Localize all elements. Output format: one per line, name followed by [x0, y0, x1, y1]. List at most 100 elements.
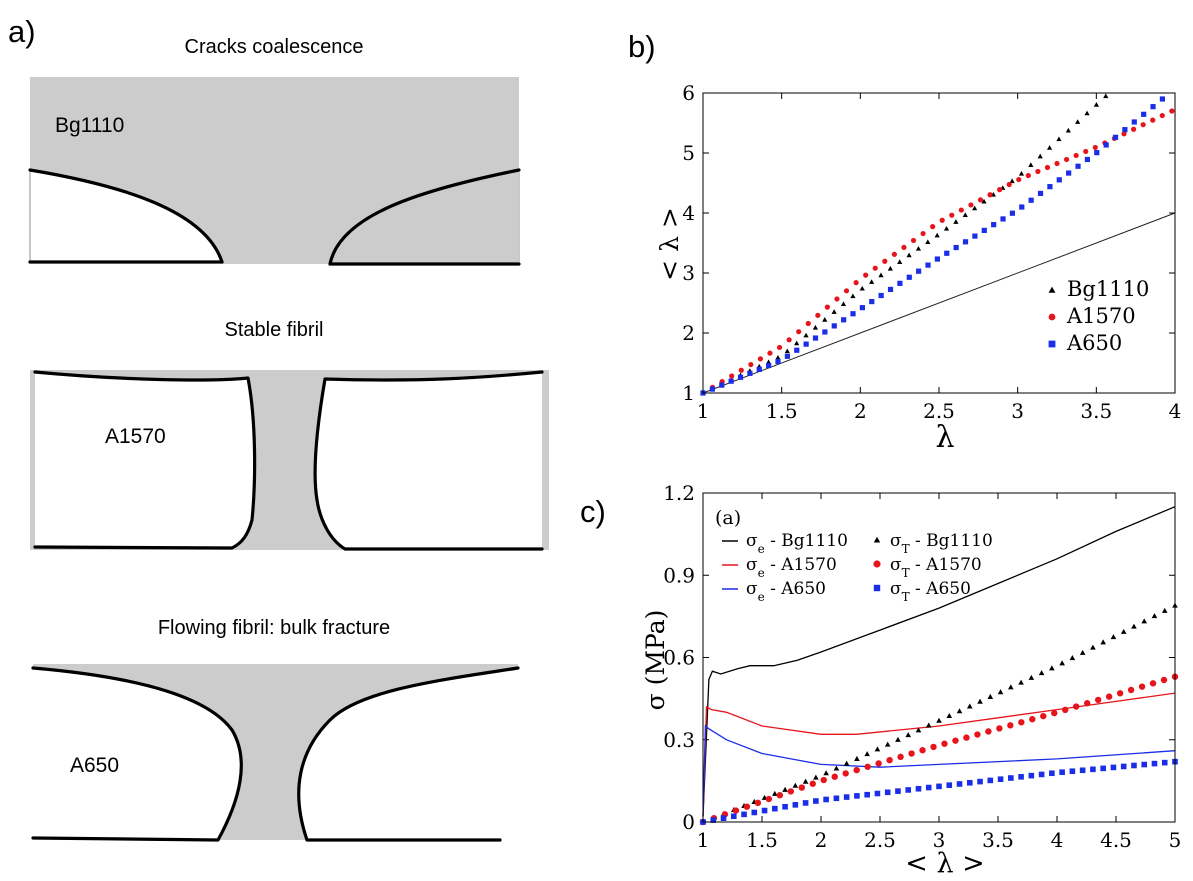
legend-label-e-bg1110: σe - Bg1110 [746, 531, 848, 556]
data-point-a1570 [908, 750, 915, 757]
data-point-a1570 [919, 747, 926, 754]
cavity-left-outline-a650 [31, 666, 243, 842]
data-point-a1570 [776, 344, 783, 351]
data-point-bg1110 [1049, 665, 1055, 671]
chart-c-x-tick-labels: 1 1.5 2 2.5 3 3.5 4 4.5 5 [697, 828, 1182, 852]
data-point-a650 [794, 347, 800, 353]
chart-c-y-tick-labels: 0 0.3 0.6 0.9 1.2 [663, 481, 695, 834]
data-point-bg1110 [802, 778, 809, 784]
data-point-a650 [864, 791, 870, 798]
data-point-a1570 [1073, 703, 1080, 710]
panel-b-label: b) [628, 29, 656, 64]
data-point-a650 [741, 811, 747, 818]
data-point-a1570 [1130, 126, 1137, 132]
data-point-bg1110 [874, 746, 881, 752]
data-point-a1570 [1116, 690, 1124, 697]
data-point-a1570 [834, 296, 840, 302]
data-point-a650 [1066, 170, 1072, 176]
data-point-a1570 [831, 773, 838, 780]
data-point-a1570 [985, 728, 992, 735]
data-point-bg1110 [1120, 628, 1127, 634]
diagram-sample-bg1110: Bg1110 [55, 114, 124, 137]
data-point-bg1110 [1018, 170, 1025, 176]
data-point-bg1110 [794, 340, 800, 346]
panel-b: b) 1 1.5 2 2.5 3 3.5 4 1 2 3 4 5 6 λ < λ > Bg1110 A1… [628, 29, 1181, 455]
data-point-bg1110 [936, 717, 942, 723]
data-point-bg1110 [953, 219, 959, 224]
data-point-a650 [1100, 765, 1106, 772]
data-point-a650 [1094, 150, 1100, 156]
chart-b: 1 1.5 2 2.5 3 3.5 4 1 2 3 4 5 6 λ < λ > Bg1110 A1570… [655, 81, 1181, 455]
data-point-a650 [1028, 772, 1035, 779]
data-point-a650 [897, 280, 903, 286]
diagram-neck-bg1110 [30, 168, 519, 264]
data-point-a1570 [1127, 686, 1135, 694]
data-point-a1570 [754, 799, 762, 807]
chart-c-ylabel: σ (MPa) [641, 610, 670, 711]
data-point-a650 [728, 378, 734, 384]
data-point-a1570 [864, 763, 871, 770]
legend-label-e-a650: σe - A650 [746, 579, 826, 604]
data-point-bg1110 [1038, 670, 1045, 676]
data-point-a1570 [815, 312, 821, 318]
cavity-left-a1570 [35, 372, 255, 548]
chart-c-xlabel: < λ > [905, 848, 985, 879]
cavity-right-a1570 [315, 372, 542, 549]
data-point-bg1110 [1103, 93, 1109, 99]
data-point-a650 [915, 785, 922, 792]
data-point-a1570 [997, 187, 1003, 193]
data-point-a1570 [1092, 144, 1098, 151]
legend-marker-a650 [873, 584, 881, 592]
data-point-bg1110 [1009, 178, 1015, 184]
x-tick-label: 4 [1051, 828, 1064, 852]
data-point-a650 [925, 262, 931, 268]
data-point-bg1110 [997, 689, 1004, 695]
diagram-title-a1570: Stable fibril [225, 319, 324, 341]
data-point-a1570 [1160, 676, 1168, 684]
data-point-a650 [1008, 775, 1014, 781]
data-point-a650 [1120, 763, 1127, 770]
data-point-bg1110 [1028, 674, 1035, 680]
y-tick-label: 5 [682, 141, 695, 165]
data-point-a650 [823, 796, 829, 803]
data-point-a650 [813, 798, 819, 804]
data-point-a650 [1090, 766, 1096, 773]
data-point-a650 [1110, 764, 1117, 771]
data-point-a1570 [767, 350, 773, 356]
data-point-bg1110 [1018, 679, 1024, 685]
data-point-a1570 [1159, 112, 1165, 119]
data-point-bg1110 [1037, 153, 1043, 159]
data-point-a1570 [1025, 172, 1031, 179]
legend-label-bg1110: Bg1110 [1067, 277, 1149, 301]
data-point-a1570 [853, 766, 860, 774]
cavity-right-outline-a1570 [313, 370, 544, 551]
diagram-a650: Flowing fibril: bulk fracture A650 [31, 617, 520, 842]
data-point-a1570 [977, 197, 984, 203]
data-point-bg1110 [1093, 102, 1100, 107]
data-point-bg1110 [915, 245, 922, 251]
data-point-a650 [850, 311, 856, 317]
data-point-bg1110 [884, 741, 891, 747]
data-point-a650 [859, 305, 865, 311]
data-point-a650 [997, 776, 1004, 783]
data-point-a1570 [798, 784, 805, 791]
data-point-a650 [709, 386, 715, 392]
data-point-a1570 [853, 280, 859, 286]
data-point-a1570 [872, 265, 878, 271]
legend-marker-a650 [1048, 340, 1056, 348]
y-tick-label: 2 [682, 321, 695, 345]
chart-c-inset-label: (a) [715, 507, 741, 529]
data-point-a1570 [1016, 176, 1022, 183]
chart-b-y-tick-labels: 1 2 3 4 5 6 [682, 81, 695, 405]
chart-b-marks [700, 93, 1175, 396]
data-point-bg1110 [803, 332, 809, 338]
data-point-bg1110 [915, 727, 922, 733]
data-point-a650 [977, 778, 983, 785]
data-point-a1570 [963, 734, 970, 741]
data-point-bg1110 [1084, 110, 1090, 116]
data-point-a650 [987, 777, 994, 784]
data-point-a650 [719, 382, 725, 388]
data-point-a1570 [1044, 164, 1051, 171]
data-point-bg1110 [943, 225, 950, 231]
